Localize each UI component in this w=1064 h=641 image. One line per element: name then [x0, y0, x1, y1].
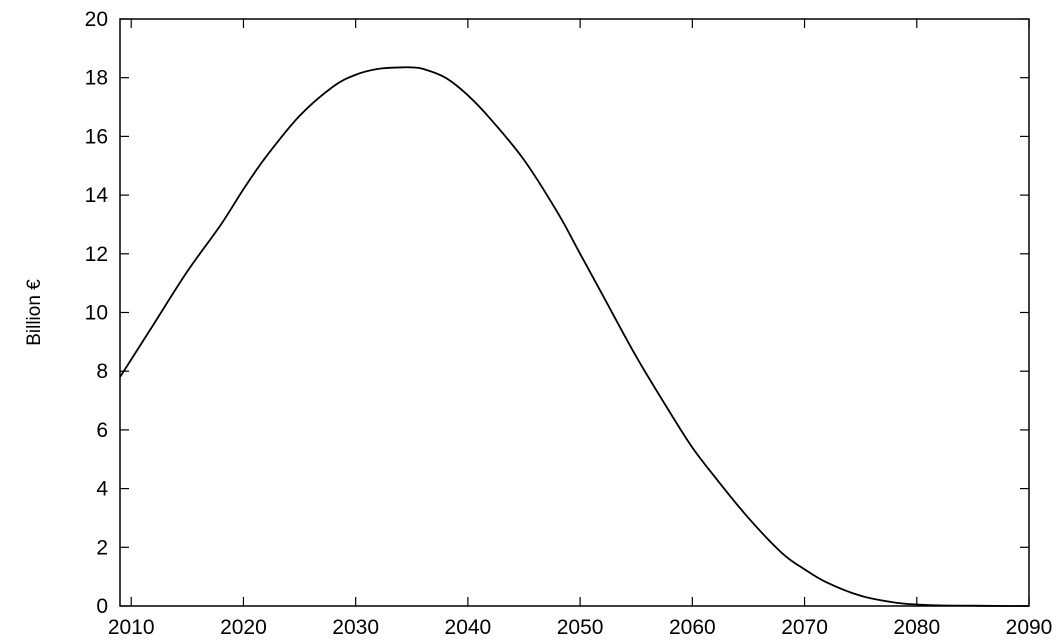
y-tick-label: 8	[96, 360, 108, 383]
x-tick-label: 2030	[332, 616, 379, 639]
x-tick-label: 2080	[893, 616, 940, 639]
x-tick-label: 2040	[445, 616, 492, 639]
y-tick-label: 4	[96, 478, 108, 501]
x-tick-label: 2020	[220, 616, 267, 639]
x-axis-ticks: 2010 2020 2030 2040 2050 2060 2070 2080 2090	[108, 19, 1052, 639]
series-line	[119, 66, 1030, 607]
y-tick-label: 10	[85, 302, 108, 325]
x-tick-label: 2090	[1006, 616, 1053, 639]
plot-frame	[119, 18, 1030, 607]
x-tick-label: 2010	[108, 616, 155, 639]
x-tick-label: 2060	[669, 616, 716, 639]
y-tick-label: 2	[96, 536, 108, 559]
y-tick-label: 6	[96, 419, 108, 442]
y-tick-label: 16	[85, 125, 108, 148]
y-axis-ticks: 0 2 4 6 8 10 12 14 16 18 20	[85, 8, 1029, 618]
y-tick-label: 14	[85, 184, 109, 207]
y-tick-label: 12	[85, 243, 108, 266]
y-axis-label: Billion €	[24, 279, 45, 346]
x-tick-label: 2050	[557, 616, 604, 639]
y-tick-label: 0	[96, 595, 108, 618]
y-tick-label: 20	[85, 8, 108, 31]
x-tick-label: 2070	[781, 616, 828, 639]
y-tick-label: 18	[85, 67, 108, 90]
series-group	[119, 66, 1030, 607]
